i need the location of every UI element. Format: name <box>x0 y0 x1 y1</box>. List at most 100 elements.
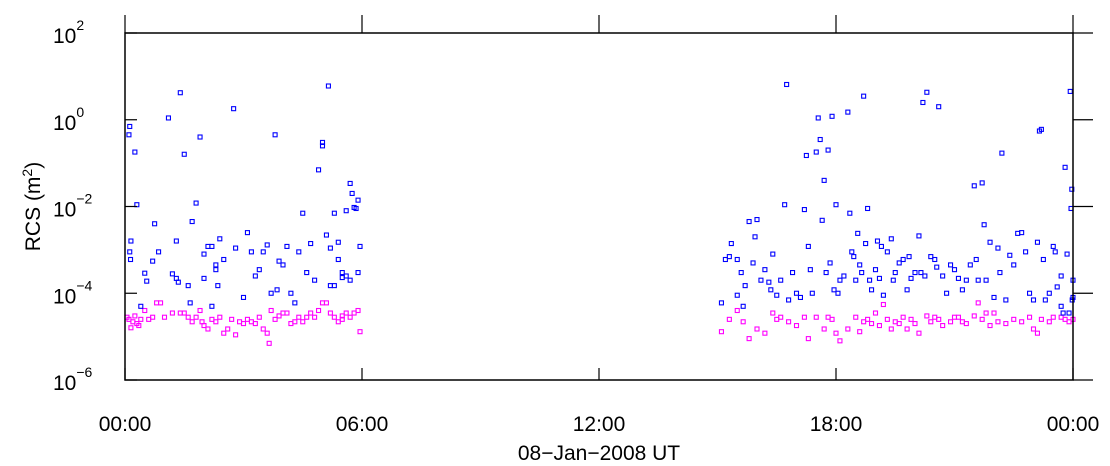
data-point-blue <box>1007 252 1013 258</box>
data-point-magenta <box>266 340 272 346</box>
data-point-blue <box>789 270 796 276</box>
data-point-blue <box>778 277 784 283</box>
data-point-blue <box>823 270 829 276</box>
data-point-magenta <box>868 321 875 327</box>
data-point-blue <box>868 287 875 293</box>
data-point-blue <box>142 270 148 276</box>
data-point-blue <box>853 277 859 283</box>
data-point-blue <box>758 277 764 283</box>
data-point-magenta <box>185 314 191 320</box>
data-point-blue <box>213 262 219 268</box>
data-point-magenta <box>248 319 254 325</box>
data-point-blue <box>782 202 788 208</box>
data-point-blue <box>1003 297 1009 303</box>
axis-ticks <box>124 15 1093 381</box>
y-tick-exponent: −4 <box>76 277 92 293</box>
data-point-blue <box>918 270 924 276</box>
data-point-blue <box>849 249 855 255</box>
data-point-blue <box>892 270 898 276</box>
data-point-magenta <box>793 323 800 329</box>
data-point-magenta <box>193 314 199 320</box>
data-point-blue <box>1046 290 1052 296</box>
data-point-blue <box>728 240 734 247</box>
data-point-blue <box>997 270 1003 276</box>
data-point-magenta <box>833 330 839 336</box>
data-point-blue <box>784 81 790 88</box>
data-point-blue <box>156 249 162 255</box>
data-point-blue <box>981 222 987 228</box>
data-point-blue <box>738 270 744 276</box>
data-point-blue <box>312 277 318 283</box>
data-point-blue <box>837 277 843 283</box>
data-point-blue <box>1019 230 1025 236</box>
data-point-blue <box>260 249 266 255</box>
data-point-blue <box>951 267 958 273</box>
data-point-magenta <box>221 330 227 336</box>
data-point-blue <box>189 218 195 225</box>
data-point-blue <box>1069 186 1075 192</box>
data-point-blue <box>813 149 819 155</box>
data-point-magenta <box>229 316 235 322</box>
data-point-magenta <box>821 326 827 332</box>
data-point-blue <box>762 267 768 273</box>
data-point-magenta <box>146 316 152 322</box>
data-point-blue <box>944 290 950 296</box>
data-point-blue <box>343 208 349 214</box>
data-point-blue <box>1058 273 1064 279</box>
data-point-blue <box>906 254 912 260</box>
data-point-blue <box>851 254 857 260</box>
y-tick-label: 102 <box>53 17 84 48</box>
data-point-magenta <box>209 316 215 322</box>
data-point-magenta <box>161 314 168 320</box>
data-point-blue <box>908 275 914 281</box>
data-point-blue <box>276 258 282 264</box>
x-axis-title: 08−Jan−2008 UT <box>518 442 680 465</box>
data-point-magenta <box>936 316 942 322</box>
data-point-magenta <box>872 310 879 316</box>
data-point-blue <box>878 243 884 249</box>
data-point-magenta <box>339 313 345 319</box>
data-point-blue <box>983 277 989 283</box>
data-point-blue <box>1064 251 1070 257</box>
data-point-blue <box>127 249 133 255</box>
x-tick-label: 00:00 <box>99 413 152 436</box>
data-point-magenta <box>331 314 337 320</box>
data-point-magenta <box>734 307 740 314</box>
data-point-magenta <box>718 329 725 335</box>
data-point-blue <box>355 270 361 276</box>
data-point-blue <box>1027 290 1033 296</box>
data-point-blue <box>126 132 132 138</box>
data-point-magenta <box>300 319 306 325</box>
data-point-magenta <box>138 316 144 322</box>
data-point-blue <box>1066 310 1072 316</box>
data-point-blue <box>292 300 298 306</box>
data-point-blue <box>963 277 969 283</box>
data-point-magenta <box>142 307 148 314</box>
data-point-blue <box>829 113 835 119</box>
data-point-blue <box>1058 303 1064 309</box>
data-point-magenta <box>971 313 977 319</box>
y-tick-base: 10 <box>53 199 76 222</box>
data-point-blue <box>181 151 187 157</box>
data-point-magenta <box>136 323 142 329</box>
data-point-blue <box>912 270 918 276</box>
data-point-blue <box>754 217 760 223</box>
data-point-blue <box>128 238 134 244</box>
data-point-blue <box>867 277 873 283</box>
data-point-blue <box>272 132 278 138</box>
data-point-blue <box>335 256 341 263</box>
data-point-magenta <box>132 313 138 319</box>
data-point-blue <box>319 139 326 145</box>
data-point-magenta <box>857 329 863 335</box>
data-point-magenta <box>197 307 203 314</box>
data-point-magenta <box>740 319 746 325</box>
data-point-blue <box>797 294 804 301</box>
data-point-magenta <box>272 316 278 322</box>
data-point-magenta <box>319 300 326 306</box>
data-point-blue <box>339 275 345 281</box>
data-point-magenta <box>276 313 282 319</box>
data-point-blue <box>999 150 1005 156</box>
data-point-blue <box>296 249 302 255</box>
